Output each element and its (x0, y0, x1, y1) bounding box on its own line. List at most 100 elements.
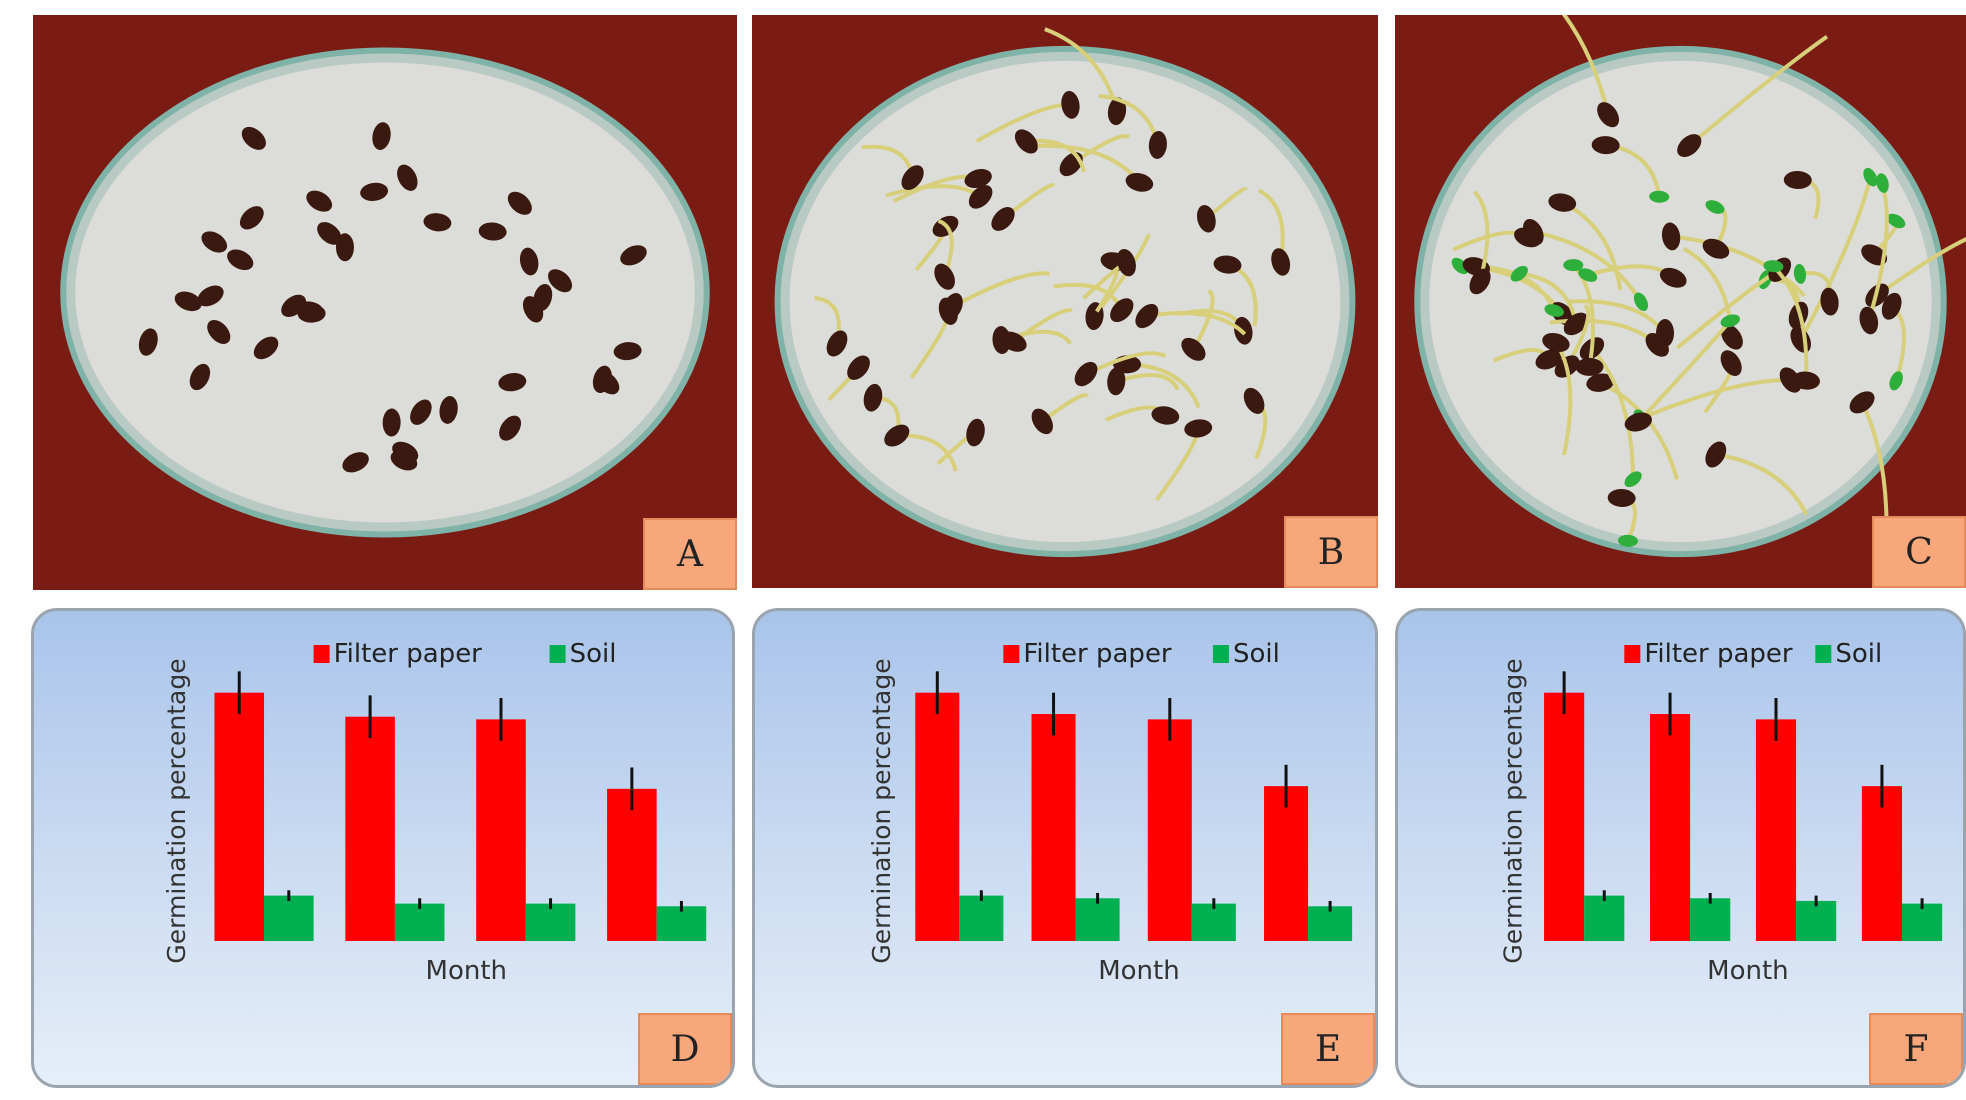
bar-chart-e: Filter paper Soil Germination percentage Mo… (867, 639, 1353, 986)
legend-label-filter-paper: Filter paper (334, 639, 483, 669)
seed (1881, 292, 1902, 320)
seed (1196, 205, 1216, 233)
seed (1607, 488, 1636, 508)
leaf (1633, 292, 1649, 312)
petri-dish-seedlings (1395, 15, 1966, 588)
y-axis-label: Germination percentage (867, 658, 896, 963)
seed (317, 222, 342, 245)
x-axis-label: Month (426, 956, 508, 986)
sprout (1636, 319, 1732, 424)
seed (1859, 306, 1879, 335)
legend-label-filter-paper: Filter paper (1644, 639, 1793, 669)
bar-filter-paper-3 (1755, 719, 1797, 941)
bar-soil-3 (1191, 903, 1236, 941)
leaf (1763, 260, 1784, 273)
sprout (951, 271, 1050, 309)
chart-d: Filter paper Soil Germination percentage Mo… (31, 608, 735, 1088)
bar-filter-paper-2 (345, 716, 395, 941)
sprout (1670, 234, 1806, 298)
seed (942, 293, 963, 320)
sprout (1146, 311, 1247, 336)
seed (1181, 337, 1206, 361)
seed (964, 169, 992, 189)
bar-filter-paper-1 (214, 692, 265, 941)
seed (1779, 367, 1802, 393)
bar-soil-2 (1690, 898, 1731, 941)
filter-paper (75, 62, 695, 523)
seed (1705, 441, 1727, 468)
bar-filter-paper-4 (607, 788, 657, 941)
sprout (1085, 351, 1167, 376)
seed (1656, 318, 1675, 347)
seed (239, 206, 264, 230)
leaf (1578, 268, 1598, 282)
seed (1661, 222, 1681, 251)
seed (1061, 90, 1080, 119)
seed (533, 283, 553, 312)
leaf (1617, 534, 1638, 547)
seed (991, 207, 1015, 231)
sprout (1532, 230, 1643, 303)
sprout (1115, 373, 1180, 391)
seed (1677, 134, 1702, 158)
seed (1014, 129, 1038, 154)
x-axis-label: Month (1098, 956, 1180, 986)
bar-soil-3 (1796, 900, 1837, 941)
legend-swatch-filter-paper (313, 645, 330, 663)
seed (595, 371, 620, 395)
leaf (1887, 213, 1906, 229)
bar-filter-paper-1 (915, 692, 960, 941)
bar-filter-paper-3 (1147, 719, 1192, 941)
seed (1849, 391, 1875, 414)
seed (507, 191, 532, 215)
seed (1586, 373, 1615, 392)
seed (1861, 244, 1888, 266)
seed (189, 363, 211, 391)
seed (306, 190, 333, 212)
leaf (1624, 471, 1642, 488)
photo-b: B (752, 15, 1378, 588)
bar-chart-f: Filter paper Soil Germination percentage Mo… (1499, 639, 1943, 986)
y-axis-label: Germination percentage (162, 658, 191, 963)
seed (498, 373, 527, 392)
legend-swatch-soil (1212, 645, 1229, 663)
seed (1820, 287, 1839, 316)
seed (1243, 387, 1265, 414)
seed (1514, 227, 1541, 248)
seed (138, 328, 158, 356)
seed (423, 213, 452, 232)
bar-filter-paper-2 (1650, 714, 1691, 941)
bar-soil-2 (1075, 898, 1120, 941)
seed (1107, 367, 1126, 396)
bar-filter-paper-1 (1544, 692, 1585, 941)
leaf (1649, 190, 1670, 203)
seed (548, 269, 573, 293)
seed (901, 165, 924, 191)
seed (884, 424, 910, 447)
bar-filter-paper-4 (1264, 786, 1309, 941)
leaf (1720, 314, 1741, 328)
seed (1702, 238, 1730, 259)
seed (1721, 324, 1743, 350)
leaf (1563, 259, 1584, 272)
seed (1135, 303, 1159, 329)
seed (613, 342, 642, 361)
sprout (1866, 182, 1889, 322)
x-axis-label: Month (1707, 956, 1789, 986)
seed (968, 185, 993, 209)
seed (1542, 332, 1570, 352)
seed (197, 285, 224, 307)
seed (519, 247, 539, 276)
seed (478, 222, 507, 241)
photo-a: A (33, 15, 737, 590)
seed (1469, 268, 1491, 295)
petri-dish-sprouts (752, 15, 1378, 588)
chart-e: Filter paper Soil Germination percentage Mo… (752, 608, 1378, 1088)
sprout (1875, 237, 1966, 297)
seed (1116, 248, 1136, 277)
seed (439, 396, 458, 424)
leaf (1876, 173, 1889, 193)
petri-dish-seeds (33, 15, 737, 590)
seed (1575, 357, 1604, 376)
seed (1783, 170, 1812, 190)
